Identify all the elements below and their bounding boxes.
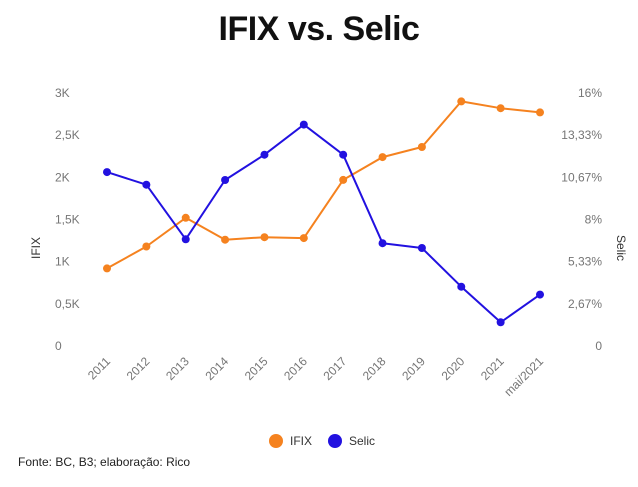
data-point-selic xyxy=(496,318,505,327)
y-axis-title: IFIX xyxy=(29,237,43,259)
legend-marker-selic xyxy=(328,434,342,448)
data-point-ifix xyxy=(417,143,426,151)
y2-tick-label: 0 xyxy=(595,339,602,353)
chart-title: IFIX vs. Selic xyxy=(218,10,420,48)
data-point-ifix xyxy=(181,213,190,222)
data-point-selic xyxy=(103,168,111,177)
series-line-ifix xyxy=(106,100,541,270)
data-point-ifix xyxy=(260,233,269,242)
data-point-ifix xyxy=(457,97,466,106)
y-tick-label: 2K xyxy=(55,170,70,184)
data-point-selic xyxy=(378,239,387,248)
x-tick-label: mai/2021 xyxy=(501,354,546,399)
data-point-selic xyxy=(536,290,544,299)
data-point-selic xyxy=(417,244,426,252)
data-point-ifix xyxy=(299,234,308,243)
legend-label-selic[interactable]: Selic xyxy=(349,434,375,448)
data-point-selic xyxy=(260,150,269,159)
data-point-ifix xyxy=(221,235,230,244)
y-tick-label: 1K xyxy=(55,255,70,269)
series-line-selic xyxy=(106,123,541,324)
y-tick-label: 0 xyxy=(55,339,62,353)
data-point-ifix xyxy=(142,242,151,251)
legend-label-ifix[interactable]: IFIX xyxy=(290,434,312,448)
data-point-selic xyxy=(181,235,190,244)
x-tick-label: 2016 xyxy=(281,354,310,383)
y2-tick-label: 2,67% xyxy=(568,297,602,311)
source-note: Fonte: BC, B3; elaboração: Rico xyxy=(18,455,191,469)
x-tick-label: 2014 xyxy=(202,354,231,383)
data-point-selic xyxy=(299,120,308,129)
y2-axis-title: Selic xyxy=(614,235,628,261)
y-tick-label: 1,5K xyxy=(55,213,80,227)
y-tick-label: 2,5K xyxy=(55,128,80,142)
data-point-ifix xyxy=(378,153,387,162)
x-tick-label: 2013 xyxy=(163,354,192,383)
y2-tick-label: 8% xyxy=(585,213,603,227)
y2-tick-label: 16% xyxy=(578,86,602,100)
legend-marker-ifix xyxy=(269,434,283,448)
data-point-selic xyxy=(142,180,151,189)
x-tick-label: 2015 xyxy=(242,354,271,383)
x-tick-label: 2019 xyxy=(399,354,428,383)
y-tick-label: 3K xyxy=(55,86,70,100)
data-point-selic xyxy=(221,176,230,184)
y2-tick-label: 5,33% xyxy=(568,255,602,269)
x-tick-label: 2017 xyxy=(321,354,350,383)
data-point-ifix xyxy=(103,264,111,273)
y2-tick-label: 13,33% xyxy=(561,128,602,142)
data-point-ifix xyxy=(536,108,544,117)
x-tick-label: 2020 xyxy=(439,354,468,383)
x-tick-label: 2021 xyxy=(478,354,507,383)
data-point-ifix xyxy=(496,104,505,113)
x-tick-label: 2012 xyxy=(124,354,153,383)
data-point-selic xyxy=(457,282,466,291)
y-tick-label: 0,5K xyxy=(55,297,80,311)
data-point-ifix xyxy=(339,175,348,184)
x-tick-label: 2011 xyxy=(85,354,113,382)
y2-tick-label: 10,67% xyxy=(561,170,602,184)
data-point-selic xyxy=(339,150,348,159)
x-tick-label: 2018 xyxy=(360,354,389,383)
